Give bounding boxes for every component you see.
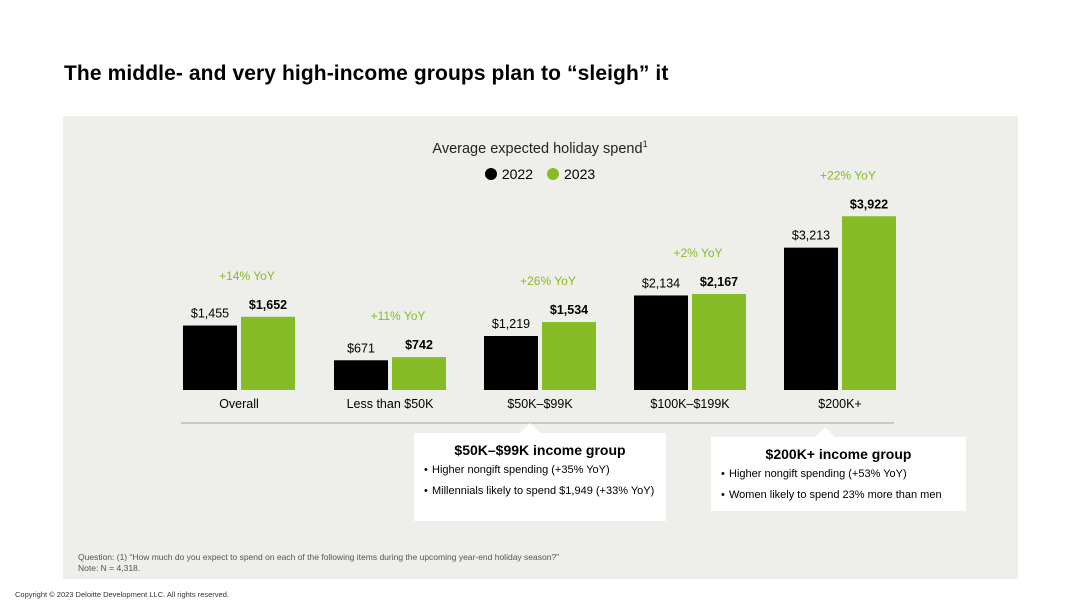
legend-dot-2022 — [484, 168, 497, 180]
data-label-2023: $1,534 — [550, 303, 588, 317]
yoy-label: +2% YoY — [673, 246, 722, 260]
callout-item: Higher nongift spending (+53% YoY) — [721, 468, 956, 482]
bar-2023 — [542, 322, 596, 390]
slide-title: The middle- and very high-income groups … — [64, 62, 669, 85]
data-label-2023: $3,922 — [850, 197, 888, 211]
yoy-label: +14% YoY — [219, 269, 275, 283]
yoy-label: +22% YoY — [820, 168, 876, 182]
category-label: Overall — [219, 397, 259, 411]
bar-2022 — [784, 247, 838, 390]
bar-2022 — [334, 360, 388, 390]
data-label-2022: $671 — [347, 341, 375, 355]
callout-list: Higher nongift spending (+53% YoY) Women… — [711, 468, 966, 502]
bar-2023 — [241, 316, 295, 390]
callout-pointer — [520, 423, 540, 433]
legend-label-2023: 2023 — [564, 166, 596, 182]
chart-title: Average expected holiday spend1 — [0, 139, 1080, 157]
footnote-question: Question: (1) “How much do you expect to… — [78, 552, 559, 562]
legend-label-2022: 2022 — [501, 166, 533, 182]
chart-title-footnote-marker: 1 — [642, 139, 648, 149]
callout-pointer — [815, 427, 835, 437]
bar-2023 — [842, 216, 896, 390]
category-label: $200K+ — [818, 397, 861, 411]
callout-title: $50K–$99K income group — [454, 442, 626, 458]
category-label: $100K–$199K — [650, 397, 730, 411]
category-label: Less than $50K — [347, 397, 435, 411]
data-label-2022: $1,455 — [191, 307, 229, 321]
bar-2023 — [692, 294, 746, 390]
chart-legend: 2022 2023 — [0, 166, 1080, 182]
yoy-label: +26% YoY — [520, 274, 576, 288]
callout-item: Millennials likely to spend $1,949 (+33%… — [424, 485, 656, 499]
bar-2022 — [183, 325, 237, 390]
data-label-2022: $2,134 — [642, 276, 680, 290]
callout-50k-99k: $50K–$99K income group Higher nongift sp… — [414, 423, 666, 521]
callout-200k-plus: $200K+ income group Higher nongift spend… — [711, 427, 966, 511]
footnote-note: Note: N = 4,318. — [78, 563, 141, 573]
data-label-2023: $1,652 — [249, 298, 287, 312]
data-label-2022: $3,213 — [792, 229, 830, 243]
legend-item-2023: 2023 — [547, 166, 595, 182]
data-label-2023: $742 — [405, 338, 433, 352]
legend-dot-2023 — [547, 168, 559, 180]
bar-2022 — [634, 295, 688, 390]
callout-item: Higher nongift spending (+35% YoY) — [424, 464, 656, 478]
bar-2023 — [392, 357, 446, 390]
copyright-text: Copyright © 2023 Deloitte Development LL… — [15, 590, 229, 599]
yoy-label: +11% YoY — [371, 309, 426, 323]
legend-item-2022: 2022 — [484, 166, 533, 182]
callout-list: Higher nongift spending (+35% YoY) Mille… — [414, 464, 666, 498]
data-label-2022: $1,219 — [492, 317, 530, 331]
callout-item: Women likely to spend 23% more than men — [721, 489, 956, 503]
chart-title-text: Average expected holiday spend — [432, 140, 643, 157]
data-label-2023: $2,167 — [700, 275, 738, 289]
bar-2022 — [484, 335, 538, 390]
callout-title: $200K+ income group — [765, 446, 912, 462]
category-label: $50K–$99K — [507, 397, 573, 411]
